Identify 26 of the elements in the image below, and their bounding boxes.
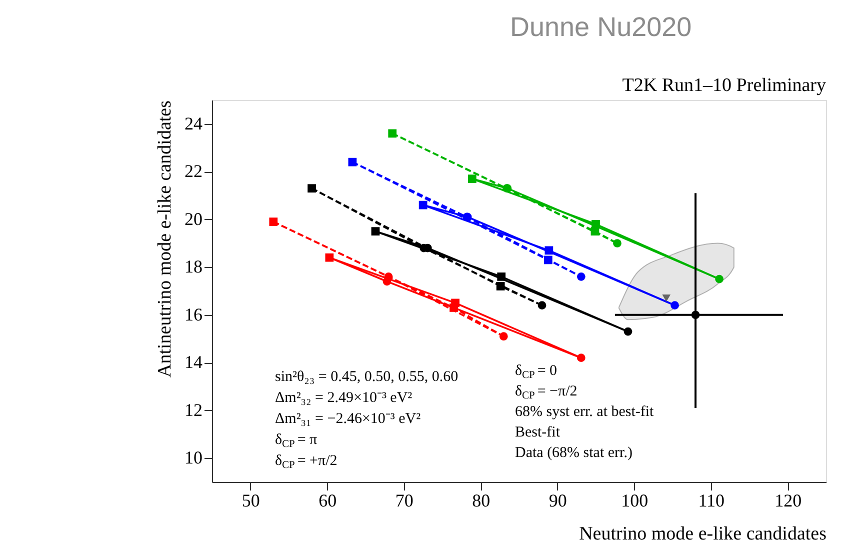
y-tick-label: 10 <box>184 448 202 468</box>
x-tick-label: 90 <box>548 490 567 510</box>
text: Dunne Nu2020 <box>510 12 692 42</box>
y-tick-label: 14 <box>184 352 202 372</box>
y-tick-label: 18 <box>184 256 202 277</box>
y-tick-label: 24 <box>184 113 202 134</box>
x-tick-label: 100 <box>621 490 648 510</box>
annotation: Δm²₃₂ = 2.49×10⁻³ eV² <box>275 390 413 406</box>
x-tick-label: 110 <box>698 490 725 510</box>
annotation: 68% syst err. at best-fit <box>515 404 655 420</box>
y-tick-label: 20 <box>184 208 202 229</box>
x-axis-title: Neutrino mode e-like candidates <box>579 524 826 544</box>
y-tick-label: 12 <box>184 400 202 420</box>
x-tick-label: 50 <box>242 490 260 510</box>
y-tick-label: 22 <box>184 161 202 182</box>
x-tick-label: 120 <box>774 490 802 510</box>
annotation: Data (68% stat err.) <box>515 445 632 461</box>
annotation: Best-fit <box>515 424 561 440</box>
x-tick-label: 80 <box>472 490 490 510</box>
x-tick-label: 70 <box>395 490 414 510</box>
x-tick-label: 60 <box>318 490 337 510</box>
annotation: Δm²₃₁ = −2.46×10⁻³ eV² <box>275 411 422 427</box>
y-axis-title: Antineutrino mode e-like candidates <box>154 100 176 378</box>
annotation: sin²θ₂₃ = 0.45, 0.50, 0.55, 0.60 <box>275 369 458 385</box>
chart-title: T2K Run1–10 Preliminary <box>622 75 826 96</box>
y-tick-label: 16 <box>184 304 202 324</box>
